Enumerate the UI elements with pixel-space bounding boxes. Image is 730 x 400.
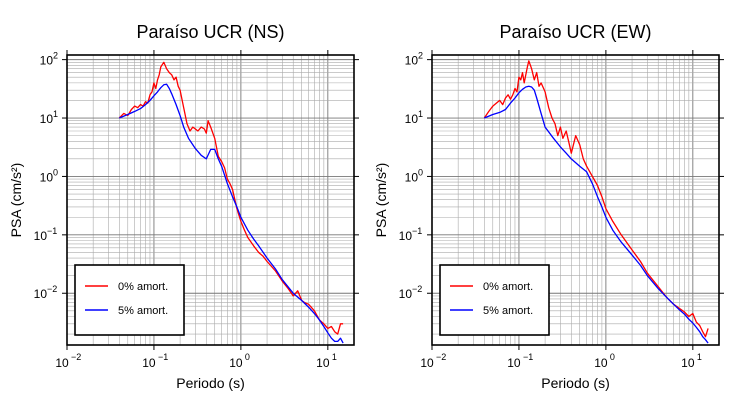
y-tick-label-exponent: −1 — [47, 226, 57, 236]
x-tick-label-exponent: 1 — [697, 352, 702, 362]
x-axis-label: Periodo (s) — [176, 375, 244, 391]
y-tick-label: 10 — [40, 170, 54, 184]
y-tick-label: 10 — [405, 112, 419, 126]
y-axis-label: PSA (cm/s²) — [373, 163, 389, 238]
y-tick-label-exponent: −2 — [47, 284, 57, 294]
x-tick-label-exponent: −1 — [158, 352, 168, 362]
x-tick-label: 10 — [420, 356, 434, 370]
legend-label: 0% amort. — [483, 281, 533, 293]
x-tick-label: 10 — [681, 356, 695, 370]
legend: 0% amort. 5% amort. — [74, 264, 185, 336]
chart-title: Paraíso UCR (NS) — [136, 22, 284, 42]
x-tick-label: 10 — [507, 356, 521, 370]
series-line-undamped — [118, 61, 344, 335]
chart-title: Paraíso UCR (EW) — [499, 22, 651, 42]
y-tick-label-exponent: 1 — [418, 109, 423, 119]
x-tick-label: 10 — [594, 356, 608, 370]
x-tick-label-exponent: −2 — [436, 352, 446, 362]
y-tick-label-exponent: 0 — [418, 167, 423, 177]
y-tick-label-exponent: 1 — [53, 109, 58, 119]
y-tick-label: 10 — [34, 229, 48, 243]
y-tick-label: 10 — [40, 54, 54, 68]
x-tick-label-exponent: −2 — [71, 352, 81, 362]
x-tick-label-exponent: −1 — [523, 352, 533, 362]
y-tick-label: 10 — [405, 170, 419, 184]
y-tick-label: 10 — [399, 287, 413, 301]
legend-box — [74, 264, 185, 336]
x-tick-label-exponent: 0 — [610, 352, 615, 362]
legend-label: 5% amort. — [118, 305, 168, 317]
y-tick-label: 10 — [40, 112, 54, 126]
legend: 0% amort. 5% amort. — [439, 264, 550, 336]
y-tick-label-exponent: 0 — [53, 167, 58, 177]
y-tick-label-exponent: −2 — [412, 284, 422, 294]
x-tick-label-exponent: 1 — [332, 352, 337, 362]
legend-label: 0% amort. — [118, 281, 168, 293]
x-tick-label: 10 — [229, 356, 243, 370]
y-tick-label-exponent: 2 — [418, 51, 423, 61]
legend-label: 5% amort. — [483, 305, 533, 317]
x-tick-label: 10 — [316, 356, 330, 370]
y-tick-label-exponent: 2 — [53, 51, 58, 61]
x-tick-label-exponent: 0 — [245, 352, 250, 362]
y-tick-label: 10 — [34, 287, 48, 301]
series-line-damped — [484, 85, 709, 344]
plot-frame — [66, 54, 355, 346]
x-tick-label: 10 — [142, 356, 156, 370]
plot-frame — [431, 54, 720, 346]
x-axis-label: Periodo (s) — [541, 375, 609, 391]
x-tick-label: 10 — [55, 356, 69, 370]
legend-box — [439, 264, 550, 336]
y-tick-label: 10 — [399, 229, 413, 243]
y-axis-label: PSA (cm/s²) — [8, 163, 24, 238]
y-tick-label-exponent: −1 — [412, 226, 422, 236]
series-line-damped — [119, 83, 344, 344]
y-tick-label: 10 — [405, 54, 419, 68]
